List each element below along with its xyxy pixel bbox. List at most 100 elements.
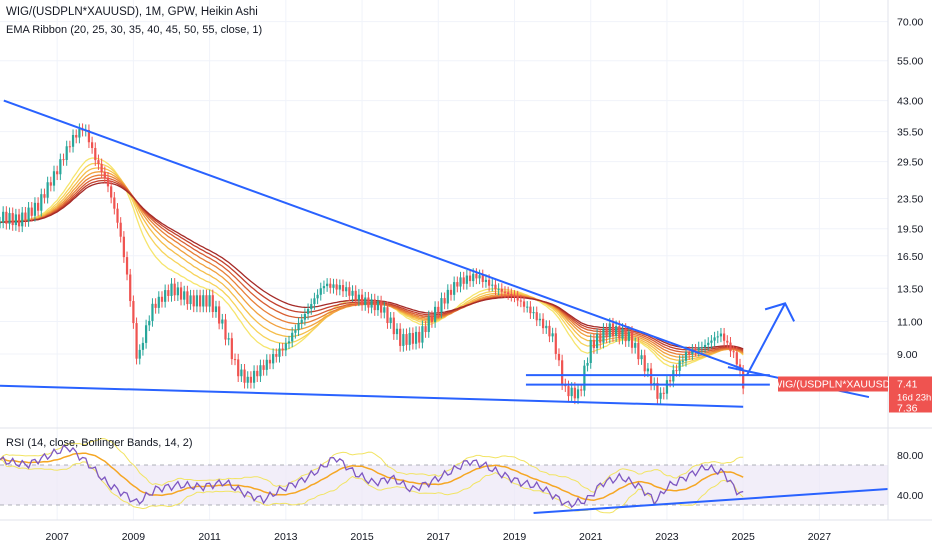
candle	[71, 129, 75, 153]
candle	[697, 341, 700, 357]
candle	[453, 276, 456, 301]
candle	[24, 206, 27, 227]
candle	[599, 328, 602, 349]
candle	[621, 323, 624, 345]
rsi-trendline[interactable]	[533, 488, 889, 514]
candle	[265, 354, 268, 376]
symbol-tag-label: WIG/(USDPLN*XAUUSD)	[772, 378, 893, 390]
candle	[430, 310, 434, 328]
candle	[252, 365, 256, 389]
candle	[62, 153, 65, 166]
candle	[551, 327, 554, 343]
price-grid	[0, 0, 888, 520]
candle	[526, 301, 529, 313]
candle	[630, 326, 634, 354]
candle	[246, 371, 249, 389]
candle	[129, 268, 132, 307]
candle	[538, 313, 542, 327]
candle	[116, 203, 119, 229]
candle	[157, 291, 160, 314]
candle	[503, 286, 507, 299]
trendlines	[0, 99, 870, 408]
candle	[154, 298, 157, 314]
candle	[17, 208, 21, 233]
candle	[602, 323, 605, 349]
candle	[170, 278, 173, 302]
last-price-tag	[889, 376, 932, 413]
candle	[306, 303, 310, 320]
candle	[338, 279, 341, 296]
candle	[278, 342, 281, 363]
candle	[716, 330, 719, 344]
candle	[11, 207, 14, 231]
time-tick-label: 2025	[731, 531, 755, 543]
price-tick-label: 16.50	[897, 251, 923, 263]
candle	[198, 289, 202, 313]
candle	[383, 301, 386, 319]
candle	[529, 301, 532, 319]
candle	[364, 291, 367, 311]
candle	[287, 335, 291, 350]
candle	[592, 334, 596, 354]
candle	[513, 290, 516, 303]
candle	[37, 197, 40, 217]
candle	[294, 324, 297, 339]
candle	[100, 158, 103, 178]
trendline-lower-support[interactable]	[0, 384, 744, 408]
time-tick-label: 2023	[655, 531, 679, 543]
candle	[205, 289, 208, 313]
candle	[726, 335, 729, 349]
candle	[462, 271, 465, 290]
price-tick-label: 19.50	[897, 224, 923, 236]
candle	[332, 278, 335, 294]
candle	[75, 129, 78, 144]
candle	[189, 289, 192, 310]
candle	[367, 291, 370, 314]
projection-arrow[interactable]	[746, 302, 786, 376]
candle	[723, 327, 726, 347]
trendline-upper-descending[interactable]	[3, 99, 744, 371]
countdown-label: 16d 23h	[897, 392, 931, 403]
candle	[68, 140, 71, 153]
candle	[192, 289, 195, 313]
candle	[249, 371, 253, 389]
candle	[440, 292, 443, 319]
candle	[351, 285, 354, 302]
candle	[443, 292, 446, 310]
candle	[176, 281, 179, 302]
candle	[516, 290, 519, 307]
candle	[573, 382, 576, 405]
candle	[554, 327, 557, 360]
candle	[326, 278, 329, 292]
candle	[230, 332, 233, 365]
candle	[319, 282, 322, 301]
candle	[576, 383, 580, 405]
price-tick-label: 70.00	[897, 17, 923, 29]
candle	[183, 285, 186, 306]
candle	[389, 312, 392, 329]
candle	[615, 320, 618, 342]
candle	[103, 166, 106, 184]
candle	[475, 268, 478, 285]
candle	[580, 383, 583, 397]
candle	[634, 337, 637, 354]
candle	[291, 327, 294, 348]
candle	[87, 124, 91, 149]
candle	[507, 286, 510, 300]
candle	[119, 217, 122, 243]
candle	[519, 294, 522, 308]
candle	[284, 337, 287, 357]
candle	[411, 327, 414, 350]
candle	[110, 180, 113, 204]
price-tick-label: 9.00	[897, 349, 918, 361]
rsi-tick-label: 40.00	[897, 490, 923, 502]
candle	[208, 289, 211, 313]
time-tick-label: 2007	[45, 531, 69, 543]
candle	[468, 269, 472, 287]
candle	[151, 298, 154, 327]
candle	[605, 323, 608, 344]
candle	[357, 289, 360, 307]
candle	[345, 281, 348, 298]
candle	[56, 165, 59, 181]
